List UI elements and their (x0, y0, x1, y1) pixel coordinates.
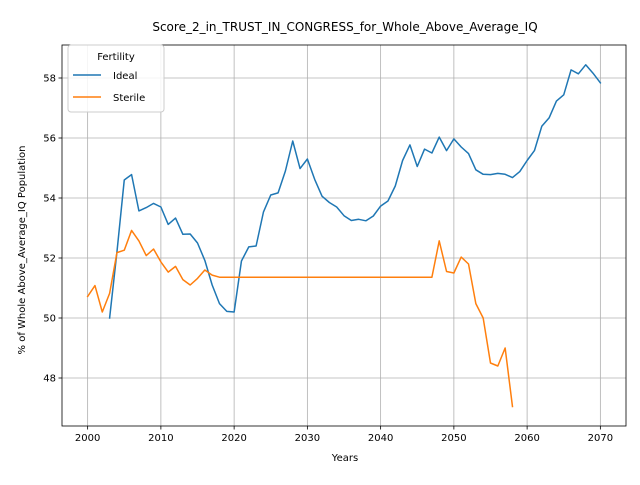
x-tick-label: 2000 (75, 433, 100, 444)
x-tick-label: 2060 (514, 433, 539, 444)
y-tick-label: 52 (43, 254, 56, 265)
x-tick-label: 2030 (295, 433, 320, 444)
plot-frame (61, 44, 627, 427)
series-layer (86, 64, 602, 408)
x-tick-label: 2010 (148, 433, 173, 444)
legend-label-sterile: Sterile (113, 93, 145, 104)
legend-box (67, 44, 165, 113)
y-tick-label: 54 (43, 194, 56, 205)
x-tick-label: 2050 (441, 433, 466, 444)
y-tick-label: 50 (43, 314, 56, 325)
legend-label-ideal: Ideal (113, 71, 137, 82)
x-tick-label: 2020 (221, 433, 246, 444)
chart-title: Score_2_in_TRUST_IN_CONGRESS_for_Whole_A… (152, 20, 537, 34)
x-tick-label: 2040 (368, 433, 393, 444)
x-axis-ticks: 2000 2010 2020 2030 2040 2050 2060 2070 (75, 426, 613, 444)
series-line-sterile (86, 229, 514, 408)
series-line-ideal (108, 64, 602, 319)
x-tick-label: 2070 (588, 433, 613, 444)
y-axis-label: % of Whole Above_Average_IQ Population (17, 146, 28, 355)
y-tick-label: 56 (43, 134, 56, 145)
legend: Fertility Ideal Sterile (67, 44, 165, 113)
grid-lines (62, 45, 626, 426)
x-axis-label: Years (331, 453, 358, 464)
y-tick-label: 58 (43, 74, 56, 85)
legend-title: Fertility (97, 52, 135, 63)
y-tick-label: 48 (43, 374, 56, 385)
y-axis-ticks: 48 50 52 54 56 58 (43, 74, 62, 385)
